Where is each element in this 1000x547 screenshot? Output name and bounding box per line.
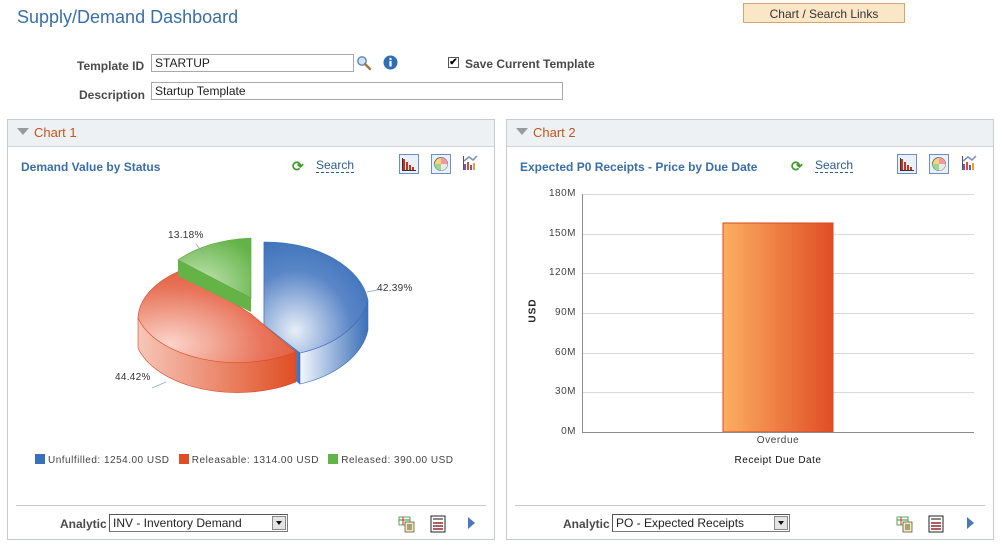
lookup-search-icon[interactable] <box>356 55 372 71</box>
refresh-icon[interactable]: ⟳ <box>791 158 803 174</box>
chart-1-search-link[interactable]: Search <box>316 158 355 173</box>
chart-2-title: Expected P0 Receipts - Price by Due Date <box>520 160 758 174</box>
pie-label-unfulfilled: 42.39% <box>377 283 413 294</box>
analytic-select[interactable]: PO - Expected Receipts <box>612 514 790 532</box>
y-tick: 90M <box>555 307 576 318</box>
pie-label-releasable: 44.42% <box>115 372 151 383</box>
y-tick: 150M <box>548 228 576 239</box>
x-axis-label: Receipt Due Date <box>734 455 822 466</box>
grid-view-icon[interactable] <box>398 515 416 533</box>
y-tick: 120M <box>548 267 576 278</box>
pie-chart-icon[interactable] <box>929 154 949 174</box>
bar-chart-icon[interactable] <box>897 154 917 174</box>
next-arrow-icon[interactable] <box>466 516 476 530</box>
next-arrow-icon[interactable] <box>965 516 975 530</box>
save-template-checkbox[interactable]: ✔ <box>448 57 459 68</box>
legend-swatch <box>35 454 45 464</box>
footer-divider <box>16 505 486 506</box>
template-id-label: Template ID <box>77 59 145 73</box>
page-title: Supply/Demand Dashboard <box>17 7 239 27</box>
info-icon[interactable] <box>383 55 398 70</box>
description-input[interactable]: Startup Template <box>151 82 563 100</box>
pie-legend: Unfulfilled: 1254.00 USD Releasable: 131… <box>35 454 460 466</box>
pie-chart-icon[interactable] <box>431 154 451 174</box>
chart-search-links-button[interactable]: Chart / Search Links <box>743 3 905 23</box>
y-tick: 60M <box>555 347 576 358</box>
report-icon[interactable] <box>430 515 446 533</box>
analytic-label: Analytic <box>563 517 610 531</box>
y-tick: 30M <box>555 386 576 397</box>
footer-divider <box>515 505 985 506</box>
dropdown-arrow-icon[interactable] <box>774 516 788 530</box>
chart-1-header-title: Chart 1 <box>34 125 77 140</box>
pie-chart <box>137 237 384 393</box>
dropdown-arrow-icon[interactable] <box>272 516 286 530</box>
description-label: Description <box>79 88 146 102</box>
legend-swatch <box>178 454 189 464</box>
bar-chart-icon[interactable] <box>399 154 419 174</box>
chart-2-header[interactable]: Chart 2 <box>507 120 993 147</box>
legend-item-releasable: Releasable: 1314.00 USD <box>178 454 319 466</box>
refresh-icon[interactable]: ⟳ <box>292 158 304 174</box>
collapse-icon[interactable] <box>17 128 29 135</box>
chart-1-title: Demand Value by Status <box>21 160 161 174</box>
chart-1-header[interactable]: Chart 1 <box>8 120 494 147</box>
y-axis-label: USD <box>527 298 539 323</box>
legend-swatch <box>328 454 339 464</box>
chart-2-header-title: Chart 2 <box>533 125 576 140</box>
chart-2-panel: Chart 2 Expected P0 Receipts - Price by … <box>506 119 994 540</box>
y-tick: 0M <box>561 426 576 437</box>
collapse-icon[interactable] <box>516 128 528 135</box>
chart-options-icon[interactable] <box>960 154 980 174</box>
report-icon[interactable] <box>928 515 944 533</box>
pie-label-released: 13.18% <box>168 230 204 241</box>
legend-item-unfulfilled: Unfulfilled: 1254.00 USD <box>35 454 170 466</box>
grid-view-icon[interactable] <box>896 515 914 533</box>
chart-1-panel: Chart 1 Demand Value by Status ⟳ Search <box>7 119 495 540</box>
chart-options-icon[interactable] <box>461 154 481 174</box>
analytic-select[interactable]: INV - Inventory Demand <box>109 514 288 532</box>
bar-chart <box>582 194 974 433</box>
save-template-label: Save Current Template <box>465 57 595 71</box>
x-category-label: Overdue <box>756 435 800 446</box>
chart-2-search-link[interactable]: Search <box>815 158 854 173</box>
y-tick: 180M <box>548 188 576 199</box>
template-id-input[interactable]: STARTUP <box>151 54 354 72</box>
analytic-label: Analytic <box>60 517 107 531</box>
legend-item-released: Released: 390.00 USD <box>328 454 453 466</box>
